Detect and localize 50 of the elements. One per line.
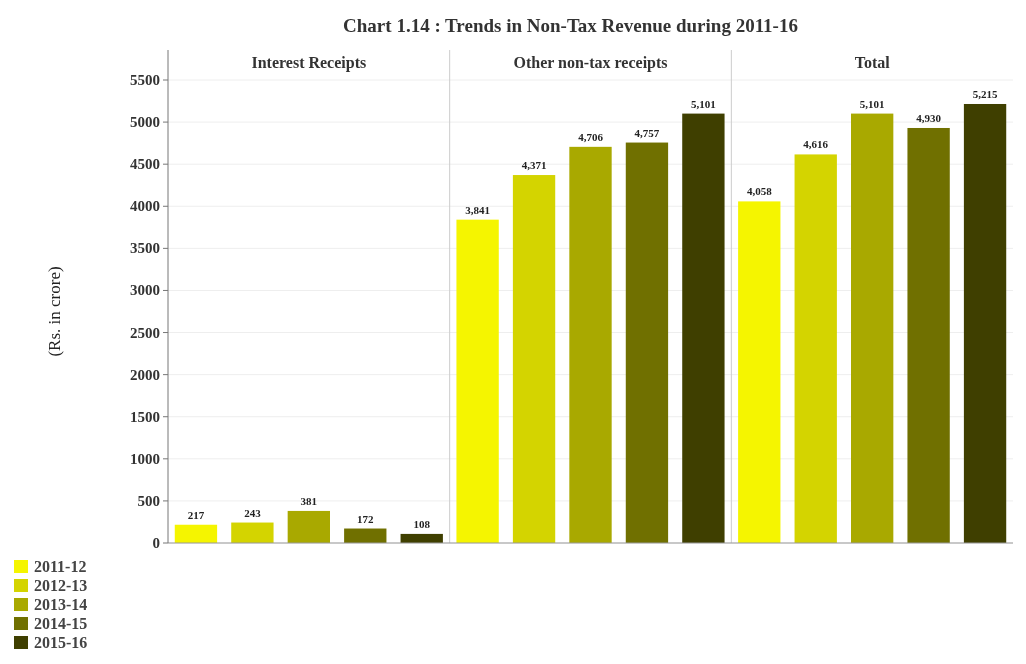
bar: [512, 175, 556, 543]
data-label: 172: [357, 512, 375, 525]
bar: [456, 219, 499, 543]
bar: [851, 113, 894, 543]
data-label: 381: [300, 494, 318, 507]
bar: [794, 154, 837, 543]
data-label: 5,101: [691, 97, 716, 110]
legend-label: 2015-16: [34, 634, 88, 651]
y-tick-label: 1500: [130, 408, 160, 425]
x-tick-label: Total: [854, 54, 891, 71]
data-label: 4,616: [803, 138, 829, 151]
legend-label: 2012-13: [34, 577, 88, 594]
data-label: 4,706: [578, 130, 604, 143]
y-tick-label: 4000: [130, 198, 160, 215]
legend-label: 2011-12: [34, 558, 87, 575]
legend-label: 2014-15: [34, 615, 88, 632]
data-label: 243: [244, 506, 262, 519]
data-label: 108: [413, 517, 431, 530]
x-tick-label: Other non-tax receipts: [513, 54, 668, 72]
y-tick-label: 4500: [130, 156, 160, 173]
bar: [738, 201, 781, 543]
bar: [963, 103, 1007, 543]
data-label: 3,841: [465, 203, 490, 216]
y-tick-label: 3000: [130, 282, 160, 299]
y-tick-label: 1000: [130, 450, 160, 467]
chart-title: Chart 1.14 : Trends in Non-Tax Revenue during 2011-16: [343, 15, 798, 36]
y-tick-label: 0: [152, 535, 160, 551]
x-tick-label: Interest Receipts: [251, 54, 367, 72]
data-label: 4,930: [916, 111, 942, 124]
bar: [287, 510, 330, 543]
data-label: 4,757: [634, 126, 660, 139]
bar: [231, 522, 274, 543]
data-label: 4,058: [746, 185, 773, 198]
bar: [907, 127, 950, 543]
bar: [625, 142, 669, 543]
y-tick-label: 3500: [130, 240, 160, 257]
y-tick-label: 2000: [130, 366, 160, 383]
y-axis-title: (Rs. in crore): [45, 266, 64, 357]
y-tick-label: 5000: [130, 114, 160, 131]
data-label: 4,371: [521, 159, 547, 172]
y-tick-label: 2500: [130, 324, 160, 341]
data-label: 217: [187, 508, 205, 521]
bar: [682, 113, 725, 543]
data-label: 5,215: [972, 87, 998, 100]
bar: [569, 146, 612, 543]
legend-label: 2013-14: [34, 596, 88, 613]
y-tick-label: 500: [137, 492, 160, 509]
data-label: 5,101: [859, 97, 885, 110]
y-tick-label: 5500: [130, 72, 160, 88]
bar: [174, 524, 218, 543]
